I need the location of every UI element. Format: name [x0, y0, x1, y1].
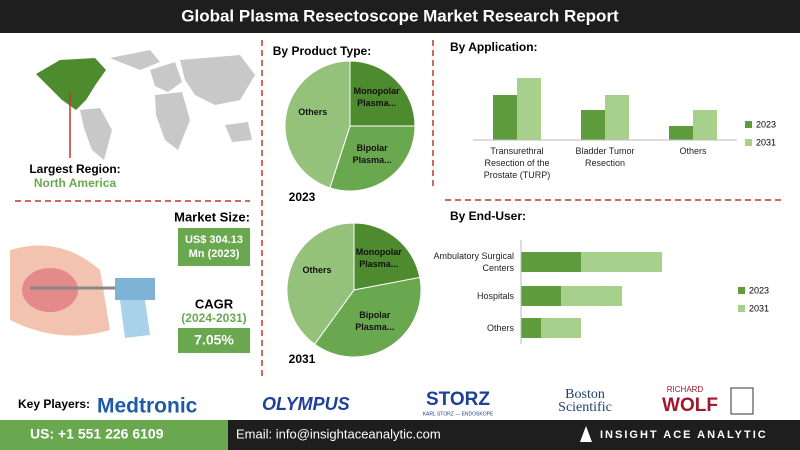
pie-label: Monopolar Plasma...: [353, 86, 400, 109]
pie-slice: [313, 276, 422, 358]
bar: [517, 78, 541, 140]
x-tick-label: Bladder Tumor Resection: [575, 146, 635, 168]
player-logo: OLYMPUS: [262, 394, 350, 414]
legend-label: 2023: [756, 119, 776, 129]
world-map: [80, 50, 255, 160]
pie-label-wrap: Others: [302, 264, 332, 275]
bar: [581, 252, 662, 272]
market-size-label: Market Size:: [174, 209, 250, 224]
pie-label: Others: [298, 107, 328, 118]
bar: [669, 126, 693, 140]
player-logo: Boston Scientific: [558, 388, 612, 415]
brand-icon: [580, 426, 592, 442]
key-players-label: Key Players:: [18, 397, 90, 411]
market-size-box: [178, 228, 250, 266]
region-label: Largest Region:: [29, 162, 120, 176]
legend-label: 2031: [749, 303, 769, 313]
pie-slice: [349, 60, 416, 127]
chart-title: By Application:: [450, 40, 538, 54]
pie-slice: [284, 60, 351, 189]
cagr-period: (2024-2031): [181, 311, 246, 325]
bar: [521, 252, 581, 272]
legend-swatch: [738, 287, 745, 294]
player-logo: WOLF: [662, 395, 718, 416]
player-logo-sub: KARL STORZ — ENDOSKOPE: [423, 411, 494, 417]
player-logo: Medtronic: [97, 395, 198, 418]
bar: [493, 95, 517, 140]
market-size-value: US$ 304.13 Mn (2023): [184, 234, 244, 260]
illustration: [10, 245, 155, 338]
pie-label: Others: [302, 264, 332, 275]
pie-slice: [329, 125, 416, 192]
year-label: 2031: [289, 352, 316, 366]
bar: [561, 286, 622, 306]
legend-label: 2023: [749, 285, 769, 295]
legend-swatch: [745, 139, 752, 146]
footer-left: [0, 420, 228, 450]
y-tick-label-wrap: Hospitals: [476, 291, 514, 301]
pie-label: Monopolar Plasma...: [355, 247, 402, 270]
bar: [521, 318, 541, 338]
market-size-wrap: US$ 304.13 Mn (2023): [184, 234, 244, 260]
legend-swatch: [745, 121, 752, 128]
bar: [541, 318, 581, 338]
bar: [605, 95, 629, 140]
pie-label-wrap: Bipolar Plasma...: [352, 143, 392, 166]
legend-label: 2031: [756, 137, 776, 147]
title: Global Plasma Resectoscope Market Resear…: [181, 6, 619, 25]
footer-right: [228, 420, 800, 450]
player-logo: STORZ: [426, 389, 490, 410]
pie-label-wrap: Bipolar Plasma...: [355, 309, 395, 332]
x-tick-label-wrap: Others: [679, 146, 707, 156]
y-tick-label: Others: [486, 323, 514, 333]
brand: INSIGHT ACE ANALYTIC: [600, 429, 768, 441]
y-tick-label: Ambulatory Surgical Centers: [433, 251, 514, 273]
region-value: North America: [34, 176, 117, 190]
bar: [581, 110, 605, 140]
cagr-value: 7.05%: [194, 332, 234, 348]
pie-label-wrap: Monopolar Plasma...: [355, 247, 402, 270]
pie-label: Bipolar Plasma...: [355, 309, 395, 332]
pie-slice: [286, 222, 355, 345]
player-logo: RICHARD: [667, 385, 704, 394]
pie-label-wrap: Monopolar Plasma...: [353, 86, 400, 109]
y-tick-label-wrap: Others: [486, 323, 514, 333]
header-bar: [0, 0, 800, 33]
x-tick-label: Others: [679, 146, 707, 156]
north-america: [36, 58, 106, 110]
x-tick-label-wrap: Bladder Tumor Resection: [575, 146, 635, 168]
pie-label-wrap: Others: [298, 107, 328, 118]
year-label: 2023: [289, 190, 316, 204]
x-tick-label: Transurethral Resection of the Prostate …: [483, 146, 551, 180]
pie-slice: [353, 222, 421, 291]
email: Email: info@insightaceanalytic.com: [236, 426, 441, 441]
dividers: [15, 40, 785, 378]
legend-swatch: [738, 305, 745, 312]
y-tick-label-wrap: Ambulatory Surgical Centers: [433, 251, 514, 273]
chart-title: By End-User:: [450, 209, 526, 223]
pie-label: Bipolar Plasma...: [352, 143, 392, 166]
bar: [521, 286, 561, 306]
bar: [693, 110, 717, 140]
boston-wrap: Boston Scientific: [558, 388, 612, 415]
y-tick-label: Hospitals: [476, 291, 514, 301]
cagr-box: [178, 328, 250, 353]
phone: US: +1 551 226 6109: [30, 426, 164, 442]
chart-title: By Product Type:: [273, 44, 371, 58]
x-tick-label-wrap: Transurethral Resection of the Prostate …: [483, 146, 551, 180]
cagr-label: CAGR: [195, 296, 234, 311]
wolf-icon: [730, 387, 754, 415]
